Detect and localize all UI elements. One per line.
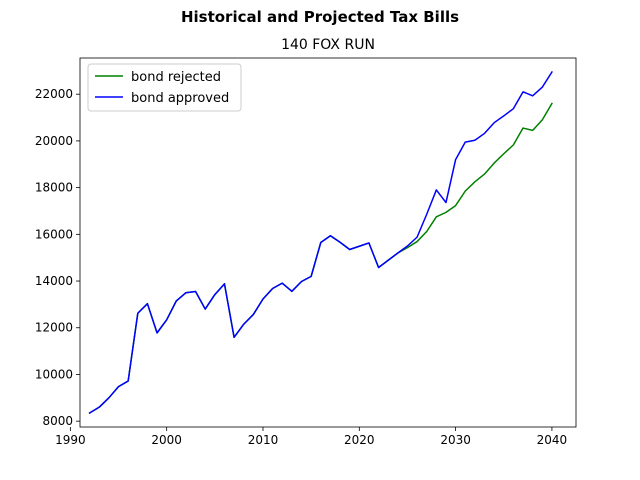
y-tick-label-10000: 10000: [35, 367, 73, 381]
legend-label-bond-rejected: bond rejected: [131, 70, 221, 85]
legend: bond rejected bond approved: [87, 63, 242, 112]
y-tick-label-12000: 12000: [35, 321, 73, 335]
y-tick-label-16000: 16000: [35, 227, 73, 241]
x-tick-label-2030: 2030: [440, 433, 471, 447]
plot-area: 1990 2000 2010 2020 2030 2040 8000 10000 12000 14…: [35, 57, 577, 447]
x-tick-label-2020: 2020: [344, 433, 375, 447]
x-tick-label-2010: 2010: [248, 433, 279, 447]
x-tick-label-1990: 1990: [55, 433, 86, 447]
series-line-bond-rejected: [88, 102, 553, 415]
legend-label-bond-approved: bond approved: [131, 91, 229, 106]
y-tick-label-8000: 8000: [42, 414, 73, 428]
y-tick-label-18000: 18000: [35, 181, 73, 195]
axes-frame: [79, 57, 577, 428]
legend-box: [87, 63, 242, 112]
series-line-bond-approved: [88, 70, 553, 415]
y-tick-label-20000: 20000: [35, 134, 73, 148]
y-tick-label-22000: 22000: [35, 87, 73, 101]
x-tick-label-2000: 2000: [151, 433, 182, 447]
chart-title: 140 FOX RUN: [281, 37, 375, 53]
chart-suptitle: Historical and Projected Tax Bills: [181, 8, 459, 26]
x-tick-label-2040: 2040: [537, 433, 568, 447]
y-tick-label-14000: 14000: [35, 274, 73, 288]
